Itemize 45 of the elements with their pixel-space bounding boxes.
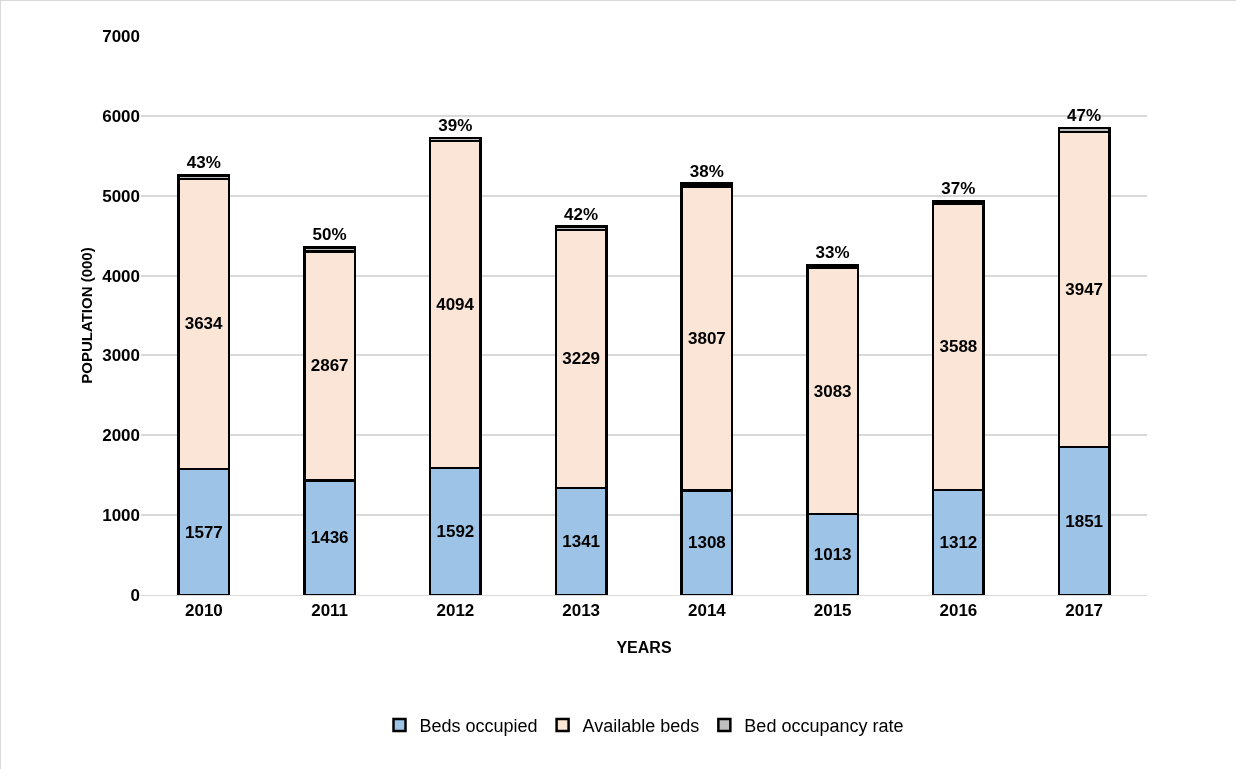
y-axis-title: POPULATION (000) xyxy=(78,247,96,384)
data-label: 1341 xyxy=(562,531,601,551)
data-label: 3229 xyxy=(562,349,601,369)
y-tick-label: 6000 xyxy=(102,106,140,126)
data-label: 42% xyxy=(564,204,599,224)
x-axis-title: YEARS xyxy=(616,639,672,656)
data-label: 33% xyxy=(815,243,850,263)
x-tick-label: 2016 xyxy=(939,601,978,621)
x-tick-label: 2014 xyxy=(687,601,727,621)
data-label: 38% xyxy=(689,161,724,181)
data-label: 1851 xyxy=(1065,511,1104,531)
x-tick-label: 2011 xyxy=(311,601,349,621)
y-tick-label: 4000 xyxy=(102,266,140,286)
x-tick-label: 2015 xyxy=(813,601,852,621)
data-label: 1013 xyxy=(813,545,852,565)
data-label: 43% xyxy=(186,153,221,173)
data-label: 3083 xyxy=(813,381,852,401)
data-label: 2867 xyxy=(310,356,349,376)
y-tick-label: 2000 xyxy=(102,426,140,446)
y-tick-label: 5000 xyxy=(102,186,140,206)
y-tick-label: 3000 xyxy=(102,346,140,366)
x-tick-label: 2012 xyxy=(436,601,475,621)
data-label: 1577 xyxy=(184,522,223,542)
data-label: 1308 xyxy=(687,533,726,553)
x-tick-label: 2013 xyxy=(562,601,601,621)
data-label: 39% xyxy=(438,115,473,135)
data-label: 1436 xyxy=(310,528,349,548)
data-label: 1592 xyxy=(436,521,475,541)
data-label: 3807 xyxy=(687,329,726,349)
data-label: 50% xyxy=(312,225,347,245)
data-label: 4094 xyxy=(436,294,475,314)
y-tick-label: 7000 xyxy=(102,26,140,46)
data-label: 3634 xyxy=(184,314,224,334)
y-tick-label: 0 xyxy=(130,585,140,605)
legend-label: Bed occupancy rate xyxy=(744,716,904,737)
x-tick-label: 2017 xyxy=(1065,601,1104,621)
data-label: 3588 xyxy=(939,337,978,357)
y-tick-label: 1000 xyxy=(102,506,140,526)
data-label: 47% xyxy=(1067,106,1102,126)
data-label: 1312 xyxy=(939,533,978,553)
legend-label: Beds occupied xyxy=(419,716,538,737)
x-tick-label: 2010 xyxy=(184,601,223,621)
data-label: 37% xyxy=(941,178,976,198)
legend-label: Available beds xyxy=(582,716,700,737)
data-label: 3947 xyxy=(1065,280,1104,300)
